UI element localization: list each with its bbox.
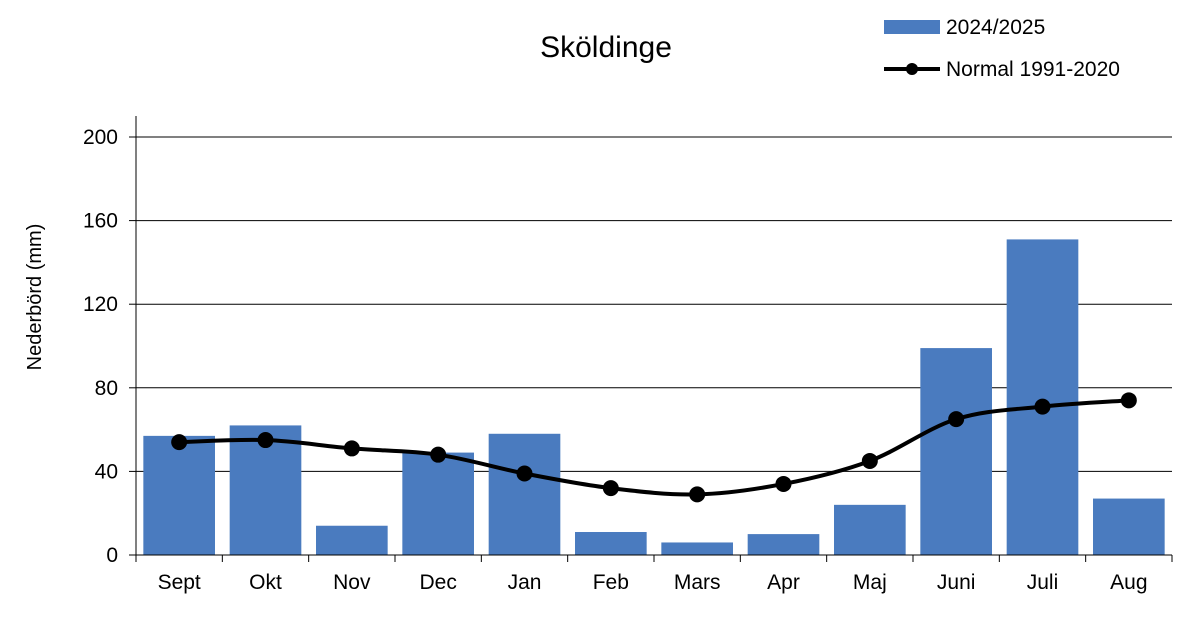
x-tick-label: Apr [767,571,800,594]
y-axis-label: Nederbörd (mm) [24,224,46,371]
bar [661,542,733,555]
bar [488,433,561,555]
legend-swatch-bars [884,20,940,34]
bar [575,532,647,555]
x-tick-label: Nov [333,571,371,594]
normal-point [516,465,533,482]
bar [920,348,992,555]
normal-point [171,434,188,451]
normal-point [1120,392,1137,409]
bar [834,504,906,555]
legend-label-line: Normal 1991-2020 [946,58,1120,81]
y-tick-label: 200 [83,126,118,149]
normal-point [343,440,360,457]
y-tick-label: 80 [95,377,118,400]
x-tick-label: Juni [937,571,976,594]
normal-point [861,452,878,469]
bar [143,435,215,555]
normal-point [948,411,965,428]
normal-point [602,480,619,497]
x-tick-label: Maj [853,571,887,594]
y-tick-label: 0 [106,544,118,567]
bar [316,525,388,555]
normal-point [689,486,706,503]
bar [1006,239,1079,555]
x-tick-label: Feb [593,571,629,594]
chart-title: Sköldinge [540,31,672,64]
x-tick-label: Jan [508,571,542,594]
x-tick-label: Dec [419,571,456,594]
normal-point [430,446,447,463]
legend-label-bars: 2024/2025 [946,16,1045,39]
x-tick-label: Okt [249,571,282,594]
y-tick-labels: 0 40 80 120 160 200 [83,126,136,567]
x-tick-label: Aug [1110,571,1147,594]
y-tick-label: 120 [83,293,118,316]
bar [402,452,474,555]
bar [747,534,820,555]
x-tick-label: Mars [674,571,721,594]
normal-line [179,398,1129,497]
normal-point [775,475,792,492]
x-tick-label: Juli [1027,571,1059,594]
y-tick-label: 40 [95,460,118,483]
y-tick-label: 160 [83,210,118,233]
gridlines [136,136,1172,472]
normal-point [257,432,274,449]
x-tick-labels: Sept Okt Nov Dec Jan Feb Mars Apr Maj Juni Juli Aug [135,555,1173,594]
legend: 2024/2025 Normal 1991-2020 [884,16,1120,81]
bar [1093,498,1165,555]
bar-series [143,239,1165,555]
normal-point [1034,398,1051,415]
x-tick-label: Sept [158,571,201,594]
legend-swatch-marker [906,63,918,75]
line-series [171,392,1137,503]
